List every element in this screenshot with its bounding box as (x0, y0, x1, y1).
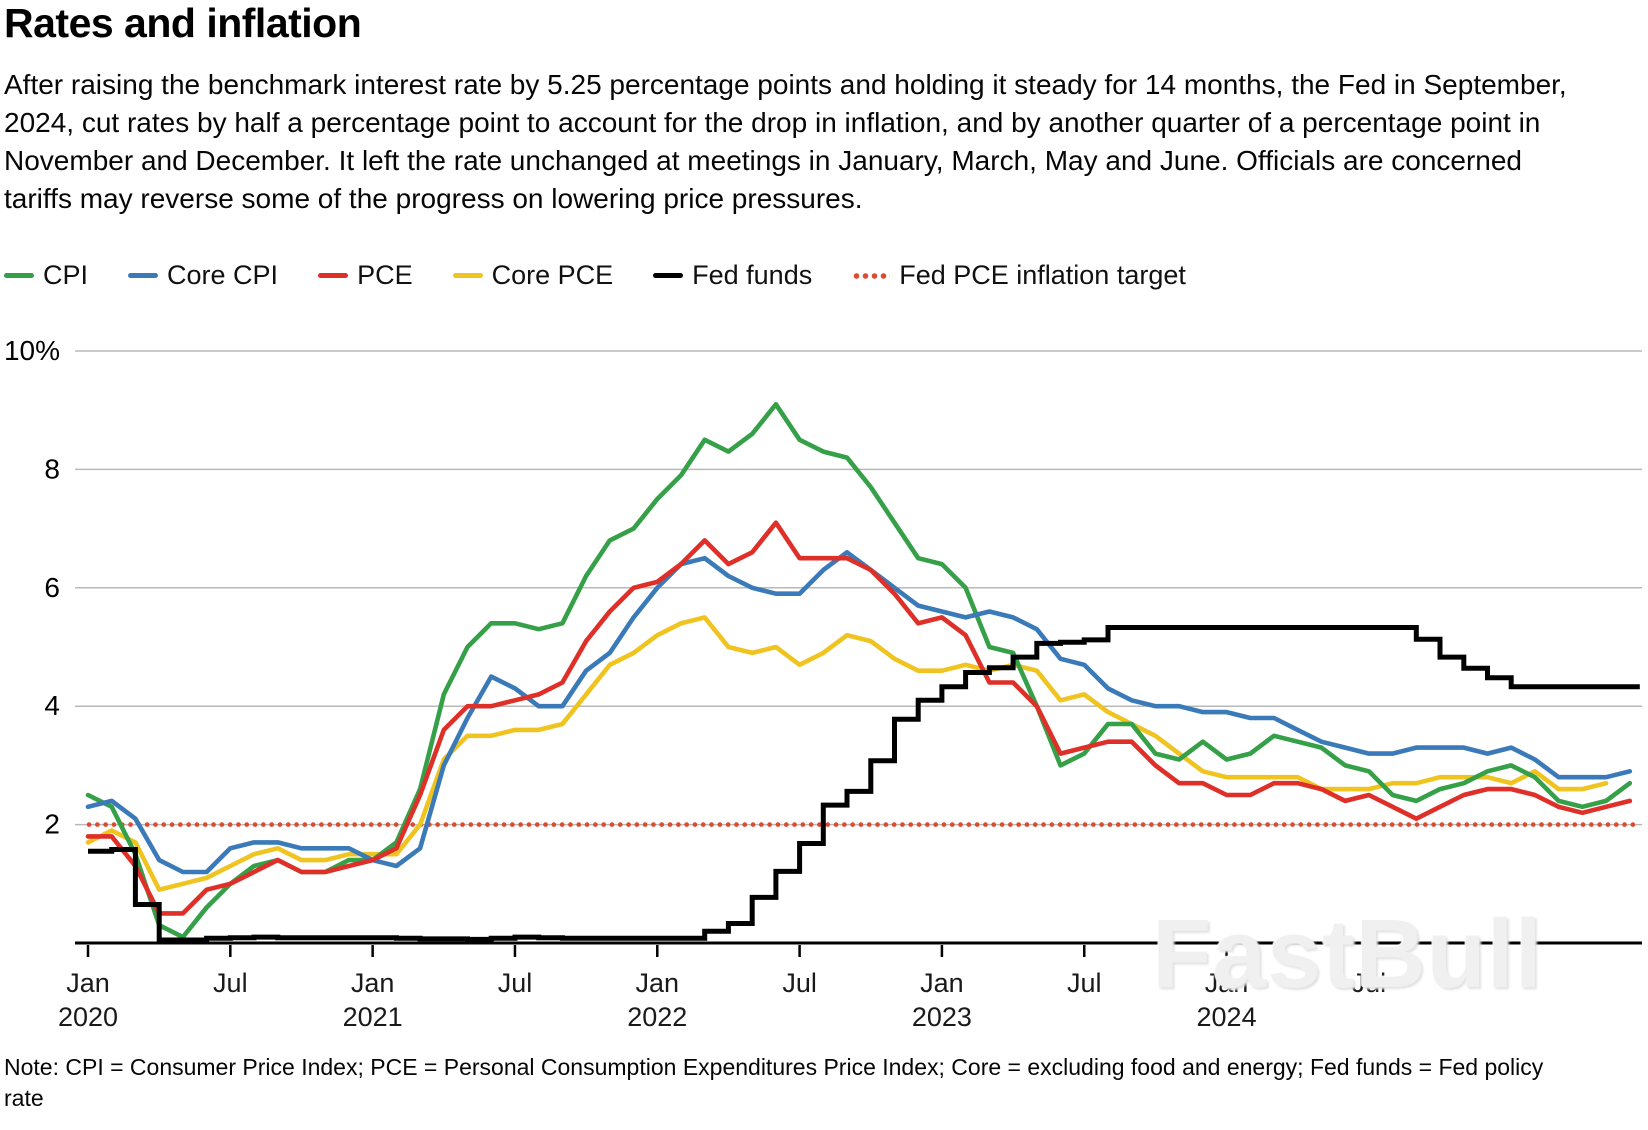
watermark: FastBull (1152, 899, 1543, 1008)
x-axis-month-label: Jul (498, 968, 533, 998)
series-core-cpi (85, 549, 1633, 875)
core-cpi-line-swatch-icon (128, 273, 159, 278)
x-axis-month-label: Jul (1352, 968, 1387, 998)
x-axis-year-label: 2021 (343, 1002, 403, 1032)
x-axis-month-label: Jul (1067, 968, 1102, 998)
legend-label: Fed PCE inflation target (899, 260, 1186, 290)
series-cpi (85, 401, 1633, 940)
pce-line-swatch-icon (318, 273, 349, 278)
footnote: Note: CPI = Consumer Price Index; PCE = … (4, 1054, 1544, 1111)
y-axis-label: 10% (4, 335, 60, 366)
series-pce (85, 520, 1633, 916)
x-axis-month-label: Jan (920, 968, 964, 998)
legend-label: CPI (43, 260, 89, 290)
legend-item-core-pce: Core PCE (452, 260, 614, 291)
y-axis-label: 4 (44, 690, 60, 721)
y-axis-label: 6 (44, 572, 60, 603)
legend-item-cpi: CPI (4, 260, 88, 291)
legend-label: PCE (357, 260, 413, 290)
legend: CPI Core CPI PCE Core PCE Fed funds Fed … (4, 260, 1186, 291)
series-core-pce (85, 615, 1609, 893)
legend-label: Fed funds (692, 260, 813, 290)
x-axis-year-label: 2022 (627, 1002, 687, 1032)
page-title: Rates and inflation (4, 0, 362, 46)
x-axis-month-label: Jan (351, 968, 395, 998)
x-axis-month-label: Jan (1205, 968, 1249, 998)
core-pce-line-swatch-icon (452, 273, 483, 278)
series-fed-funds (88, 625, 1640, 943)
chart-description: After raising the benchmark interest rat… (4, 69, 1567, 214)
y-axis-label: 8 (44, 453, 60, 484)
x-axis-month-label: Jan (636, 968, 680, 998)
x-axis-month-label: Jul (782, 968, 817, 998)
legend-item-core-cpi: Core CPI (128, 260, 278, 291)
legend-item-pce: PCE (318, 260, 413, 291)
x-axis-month-label: Jul (213, 968, 248, 998)
x-axis-year-label: 2024 (1197, 1002, 1257, 1032)
target-dotted-swatch-icon (852, 272, 891, 279)
fed-funds-line-swatch-icon (653, 273, 684, 278)
cpi-line-swatch-icon (4, 273, 34, 278)
x-axis-year-label: 2023 (912, 1002, 972, 1032)
x-axis-month-label: Jan (66, 968, 110, 998)
legend-label: Core CPI (167, 260, 279, 290)
legend-label: Core PCE (491, 260, 614, 290)
legend-item-fed-pce-target: Fed PCE inflation target (852, 260, 1186, 291)
legend-item-fed-funds: Fed funds (653, 260, 812, 291)
x-axis-year-label: 2020 (58, 1002, 118, 1032)
y-axis-label: 2 (44, 809, 60, 840)
